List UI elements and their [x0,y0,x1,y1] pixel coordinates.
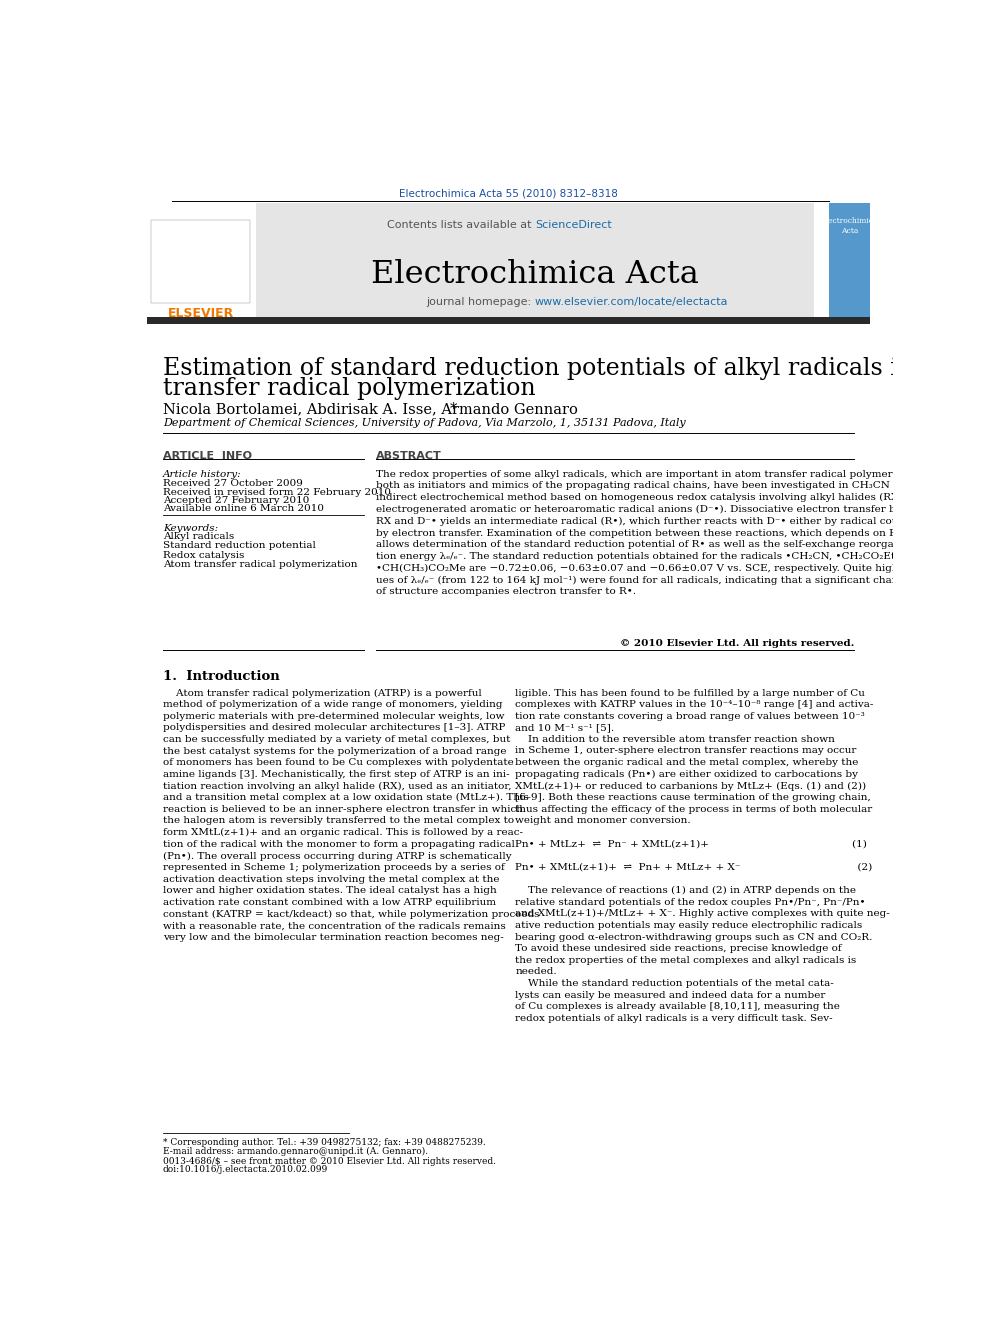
Bar [256,202,813,321]
Text: © 2010 Elsevier Ltd. All rights reserved.: © 2010 Elsevier Ltd. All rights reserved… [620,639,854,648]
Text: Contents lists available at: Contents lists available at [387,221,535,230]
Text: Standard reduction potential: Standard reduction potential [163,541,315,550]
Text: ScienceDirect: ScienceDirect [535,221,611,230]
Text: Accepted 27 February 2010: Accepted 27 February 2010 [163,496,310,505]
Text: Keywords:: Keywords: [163,524,218,533]
Text: Redox catalysis: Redox catalysis [163,550,244,560]
Text: Estimation of standard reduction potentials of alkyl radicals involved in atom: Estimation of standard reduction potenti… [163,357,992,380]
Text: Article history:: Article history: [163,470,241,479]
Text: Electrochimica Acta 55 (2010) 8312–8318: Electrochimica Acta 55 (2010) 8312–8318 [399,188,618,198]
Text: Electrochimica Acta: Electrochimica Acta [371,259,698,290]
Text: * Corresponding author. Tel.: +39 0498275132; fax: +39 0488275239.: * Corresponding author. Tel.: +39 049827… [163,1138,485,1147]
Text: Atom transfer radical polymerization: Atom transfer radical polymerization [163,560,357,569]
Text: Available online 6 March 2010: Available online 6 March 2010 [163,504,323,513]
Text: Received 27 October 2009: Received 27 October 2009 [163,479,303,488]
Text: 0013-4686/$ – see front matter © 2010 Elsevier Ltd. All rights reserved.: 0013-4686/$ – see front matter © 2010 El… [163,1156,496,1166]
Text: doi:10.1016/j.electacta.2010.02.099: doi:10.1016/j.electacta.2010.02.099 [163,1166,328,1174]
Text: E-mail address: armando.gennaro@unipd.it (A. Gennaro).: E-mail address: armando.gennaro@unipd.it… [163,1147,428,1156]
Text: ABSTRACT: ABSTRACT [376,451,441,462]
Text: Atom transfer radical polymerization (ATRP) is a powerful
method of polymerizati: Atom transfer radical polymerization (AT… [163,688,540,942]
Text: ELSEVIER: ELSEVIER [168,307,234,320]
Text: transfer radical polymerization: transfer radical polymerization [163,377,536,400]
Text: *: * [449,402,457,415]
Text: Received in revised form 22 February 2010: Received in revised form 22 February 201… [163,488,391,496]
Text: www.elsevier.com/locate/electacta: www.elsevier.com/locate/electacta [535,298,728,307]
Text: Electrochimica
Acta: Electrochimica Acta [820,217,878,235]
Bar [147,316,870,324]
Text: ARTICLE  INFO: ARTICLE INFO [163,451,252,462]
Bar [829,202,870,320]
Text: journal homepage:: journal homepage: [427,298,535,307]
Bar [151,221,250,303]
Text: The redox properties of some alkyl radicals, which are important in atom transfe: The redox properties of some alkyl radic… [376,470,939,597]
Text: Alkyl radicals: Alkyl radicals [163,532,234,541]
Text: Nicola Bortolamei, Abdirisak A. Isse, Armando Gennaro: Nicola Bortolamei, Abdirisak A. Isse, Ar… [163,402,577,415]
Text: ligible. This has been found to be fulfilled by a large number of Cu
complexes w: ligible. This has been found to be fulfi… [516,688,890,1023]
Text: Department of Chemical Sciences, University of Padova, Via Marzolo, 1, 35131 Pad: Department of Chemical Sciences, Univers… [163,418,685,429]
Bar [147,202,254,321]
Text: 1.  Introduction: 1. Introduction [163,669,280,683]
